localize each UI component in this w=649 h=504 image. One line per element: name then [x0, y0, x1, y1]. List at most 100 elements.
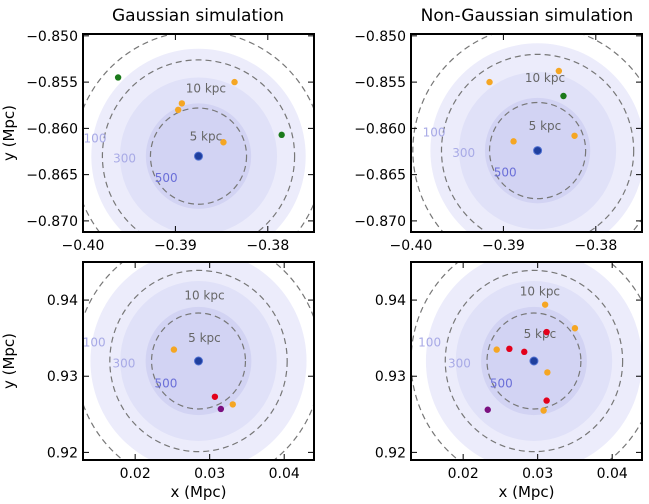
x-tick-label: 0.04: [269, 466, 300, 482]
ring-label: 5 kpc: [188, 331, 221, 345]
x-axis-label: x (Mpc): [498, 483, 554, 501]
point-orange: [220, 139, 227, 146]
radius-ring-1: [412, 34, 642, 232]
contour-label: 500: [155, 171, 178, 185]
title-non-gaussian: Non-Gaussian simulation: [421, 6, 634, 26]
x-axis-label: x (Mpc): [170, 483, 226, 501]
point-orange: [174, 106, 182, 114]
x-tick-label: −0.39: [482, 238, 525, 254]
point-red: [211, 393, 219, 400]
y-tick-label: 0.94: [375, 293, 406, 309]
y-tick-label: 0.92: [375, 445, 406, 461]
y-tick-label: −0.855: [26, 75, 78, 91]
panel-1: 10 kpc 5 kpc 100 300 500 −0.40 −0.39 −0.38 −0.85…: [0, 29, 315, 254]
ring-label: 10 kpc: [520, 285, 560, 299]
point-green: [114, 74, 122, 81]
ring-label: 10 kpc: [525, 71, 565, 85]
point-orange: [571, 132, 578, 139]
point-red: [543, 328, 550, 336]
contour-label: 300: [113, 357, 136, 371]
ring-label: 5 kpc: [529, 119, 562, 133]
contour-label: 100: [84, 131, 107, 145]
panels: 10 kpc 5 kpc 100 300 500 −0.40 −0.39 −0.38 −0.85…: [0, 29, 643, 501]
axes-frame: [82, 33, 315, 233]
y-axis-label: y (Mpc): [0, 105, 18, 161]
point-orange: [178, 100, 186, 107]
point-orange: [571, 325, 579, 332]
y-tick-label: −0.860: [354, 121, 406, 137]
panel-4: 10 kpc 5 kpc 100 300 500 0.02 0.03 0.04 0.92 0.93…: [375, 261, 643, 501]
point-purple: [484, 406, 491, 413]
y-tick-label: 0.92: [47, 445, 78, 461]
plot-area: 10 kpc 5 kpc 100 300 500: [412, 34, 642, 232]
axes-frame: [410, 33, 643, 233]
y-tick-label: −0.870: [354, 214, 406, 230]
contour-label: 100: [83, 336, 106, 350]
halo-center: [529, 356, 539, 366]
x-tick-label: −0.38: [246, 238, 289, 254]
point-orange: [544, 369, 551, 376]
y-tick-label: −0.850: [354, 29, 406, 45]
x-tick-label: −0.39: [154, 238, 197, 254]
point-purple: [217, 405, 225, 413]
point-orange: [541, 301, 549, 308]
point-orange: [540, 407, 547, 414]
point-green: [560, 92, 567, 100]
point-red: [521, 348, 528, 356]
y-tick-label: 0.94: [47, 293, 78, 309]
x-tick-label: 0.02: [120, 466, 151, 482]
contour-label: 300: [452, 146, 475, 160]
x-tick-label: −0.38: [574, 238, 617, 254]
title-gaussian: Gaussian simulation: [112, 6, 284, 26]
plot-area: 10 kpc 5 kpc 100 300 500: [83, 262, 314, 460]
radius-ring-3: [486, 312, 582, 410]
x-tick-label: 0.03: [194, 466, 225, 482]
radius-ring-2: [440, 53, 635, 232]
y-tick-label: 0.93: [47, 369, 78, 385]
radius-ring-2: [109, 269, 288, 453]
plot-area: 10 kpc 5 kpc 100 300 500: [83, 34, 314, 232]
plot-area: 10 kpc 5 kpc 100 300 500: [411, 262, 642, 460]
y-tick-label: 0.93: [375, 369, 406, 385]
x-tick-label: 0.03: [522, 466, 553, 482]
halo-center: [194, 151, 203, 161]
point-orange: [493, 346, 500, 353]
point-orange: [555, 67, 563, 75]
y-tick-label: −0.860: [26, 121, 78, 137]
radius-ring-3: [150, 312, 247, 410]
radius-ring-2: [444, 269, 624, 453]
halo-center: [533, 146, 543, 156]
point-orange: [170, 346, 178, 353]
point-red: [543, 397, 550, 404]
ring-label: 5 kpc: [524, 327, 557, 341]
x-tick-label: 0.04: [597, 466, 628, 482]
y-tick-label: −0.850: [26, 29, 78, 45]
ring-label: 10 kpc: [184, 288, 224, 302]
radius-ring-3: [149, 107, 248, 205]
y-tick-label: −0.870: [26, 214, 78, 230]
ring-label: 5 kpc: [190, 129, 223, 143]
point-orange: [229, 401, 236, 408]
radius-ring-3: [488, 101, 587, 200]
x-tick-label: 0.02: [448, 466, 479, 482]
contour-label: 500: [154, 377, 177, 391]
radius-ring-2: [101, 59, 296, 232]
contour-label: 100: [423, 126, 446, 140]
y-tick-label: −0.855: [354, 75, 406, 91]
panel-3: 10 kpc 5 kpc 100 300 500 0.02 0.03 0.04 0.92 0.93…: [0, 261, 315, 501]
point-orange: [510, 138, 517, 145]
point-red: [506, 345, 513, 353]
panel-2: 10 kpc 5 kpc 100 300 500 −0.40 −0.39 −0.38 −0.85…: [354, 29, 643, 254]
contour-label: 300: [448, 357, 471, 371]
contour-label: 500: [494, 165, 517, 179]
y-axis-label: y (Mpc): [0, 333, 18, 389]
ring-label: 10 kpc: [186, 81, 226, 95]
halo-center: [194, 356, 203, 366]
contour-label: 300: [113, 152, 136, 166]
x-tick-label: −0.40: [390, 238, 433, 254]
contour-label: 500: [490, 377, 513, 391]
axes-frame: [82, 261, 315, 461]
point-green: [278, 131, 285, 139]
point-orange: [231, 78, 238, 86]
